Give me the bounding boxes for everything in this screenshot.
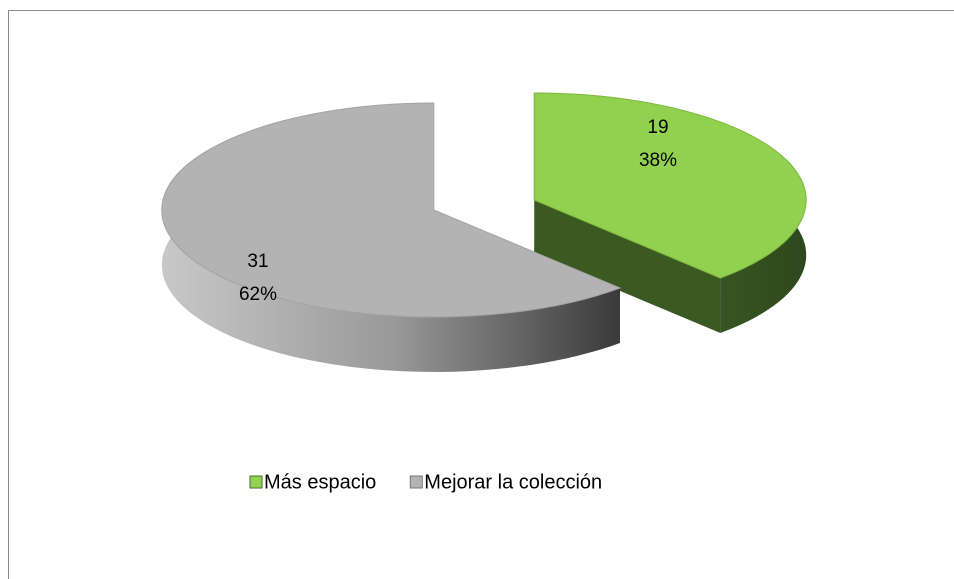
data-labels: 19 38% 31 62%	[239, 117, 677, 305]
percentage-label: 38%	[639, 150, 677, 171]
pie-slice	[161, 102, 622, 318]
legend-label: Mejorar la colección	[424, 471, 602, 493]
percentage-label: 62%	[239, 284, 277, 305]
legend: Más espacio Mejorar la colección	[249, 471, 602, 493]
legend-swatch	[249, 475, 263, 489]
chart-border	[8, 10, 954, 579]
data-label: 31	[247, 251, 268, 272]
data-label: 19	[647, 117, 668, 138]
slice-side	[534, 200, 721, 334]
legend-label: Más espacio	[264, 471, 376, 493]
legend-swatch	[409, 475, 423, 489]
pie-slice	[533, 92, 807, 279]
slice-tops	[161, 92, 807, 318]
